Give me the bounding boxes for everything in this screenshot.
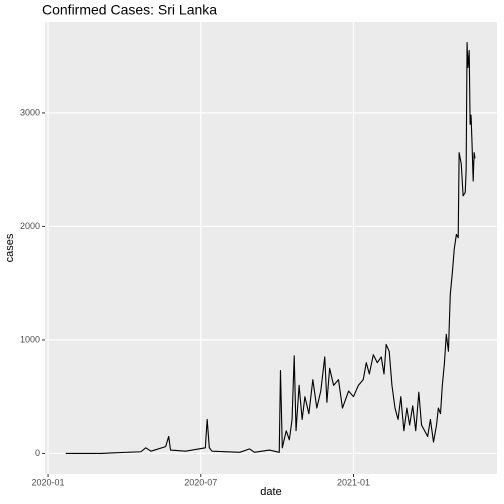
x-axis-title: date	[260, 486, 281, 498]
y-tick-label: 2000	[20, 221, 40, 231]
y-axis-title: cases	[4, 233, 16, 262]
x-tick-label: 2020-07	[184, 477, 217, 487]
chart-title: Confirmed Cases: Sri Lanka	[42, 2, 217, 18]
data-line	[65, 42, 476, 454]
x-tick-label: 2020-01	[32, 477, 65, 487]
y-tick-label: 0	[35, 448, 40, 458]
plot-panel	[45, 22, 497, 474]
x-tick-label: 2021-01	[337, 477, 370, 487]
y-tick-label: 3000	[20, 107, 40, 117]
y-tick-label: 1000	[20, 334, 40, 344]
